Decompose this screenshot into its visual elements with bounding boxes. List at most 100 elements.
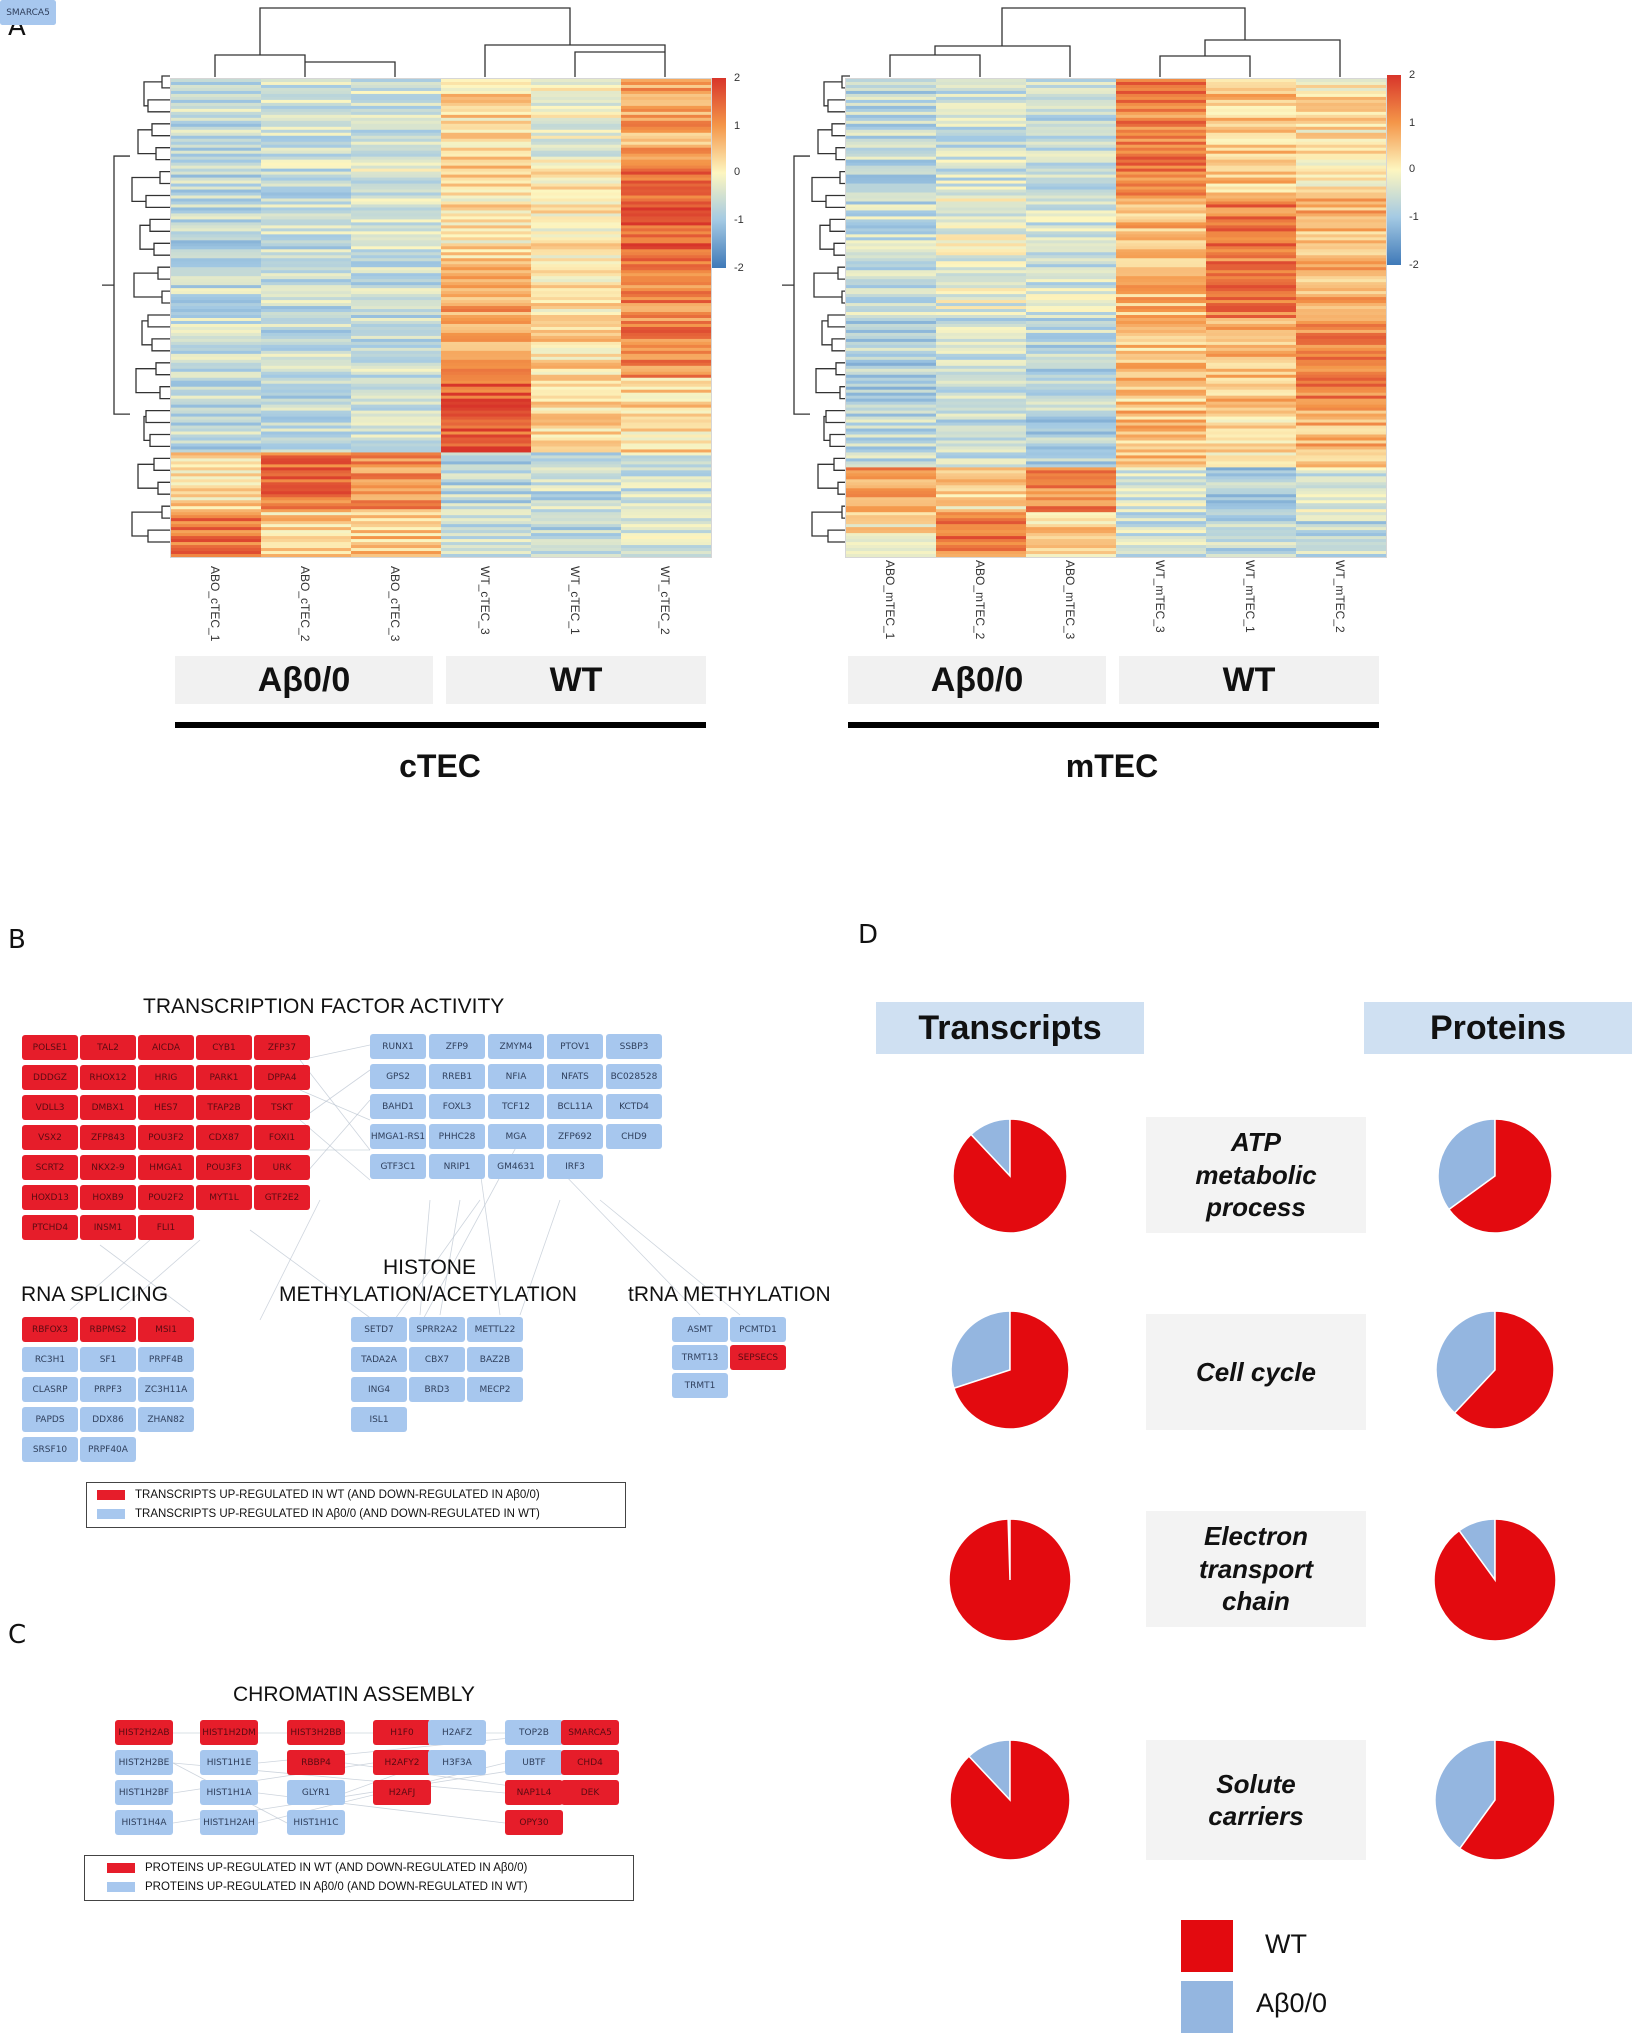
heatmap-cell	[1206, 554, 1297, 557]
network-edge	[299, 1059, 371, 1151]
heatmap-cell	[531, 488, 622, 492]
heatmap-cell	[1206, 404, 1297, 409]
heatmap-cell	[846, 303, 937, 307]
heatmap-cell	[1116, 527, 1207, 531]
heatmap-cell	[351, 105, 442, 110]
heatmap-cell	[1026, 425, 1117, 430]
heatmap-cell	[351, 261, 442, 265]
heatmap-cell	[1026, 288, 1117, 292]
heatmap-cell	[531, 306, 622, 310]
heatmap-cell	[936, 425, 1027, 430]
heatmap-cell	[531, 545, 622, 549]
heatmap-cell	[1206, 306, 1297, 310]
heatmap-cell	[1116, 210, 1207, 214]
heatmap-cell	[1206, 99, 1297, 104]
heatmap-cell	[621, 446, 711, 450]
heatmap-cell	[846, 201, 937, 205]
heatmap-cell	[351, 476, 442, 480]
heatmap-cell	[531, 180, 622, 185]
heatmap-cell	[171, 539, 262, 543]
heatmap-cell	[936, 491, 1027, 495]
heatmap-cell	[1116, 389, 1207, 394]
heatmap-cell	[846, 551, 937, 555]
heatmap-cell	[261, 326, 352, 331]
heatmap-cell	[1296, 279, 1386, 283]
heatmap-cell	[351, 189, 442, 194]
heatmap-cell	[1116, 482, 1207, 486]
heatmap-cell	[351, 306, 442, 310]
heatmap-cell	[1296, 359, 1386, 364]
heatmap-cell	[531, 515, 622, 519]
heatmap-cell	[846, 120, 937, 125]
heatmap-cell	[261, 344, 352, 349]
heatmap-cell	[1206, 120, 1297, 125]
heatmap-cell	[621, 335, 711, 340]
heatmap-cell	[621, 533, 711, 537]
heatmap-cell	[261, 413, 352, 418]
heatmap-cell	[441, 329, 532, 334]
heatmap-cell	[846, 294, 937, 298]
heatmap-cell	[1206, 288, 1297, 292]
heatmap-cell	[846, 467, 937, 471]
heatmap-cell	[1206, 255, 1297, 259]
heatmap-cell	[621, 117, 711, 122]
heatmap-cell	[846, 231, 937, 235]
heatmap-cell	[171, 198, 262, 202]
heatmap-cell	[846, 273, 937, 277]
heatmap-cell	[621, 356, 711, 361]
heatmap-cell	[531, 392, 622, 397]
ctec-col-label: WT_cTEC_2	[658, 566, 672, 635]
heatmap-cell	[351, 141, 442, 146]
heatmap-cell	[531, 410, 622, 415]
heatmap-cell	[351, 213, 442, 217]
heatmap-cell	[261, 383, 352, 388]
heatmap-cell	[936, 204, 1027, 208]
heatmap-cell	[351, 323, 442, 328]
heatmap-cell	[621, 410, 711, 415]
heatmap-cell	[1116, 428, 1207, 433]
gene-node: TAL2	[80, 1035, 136, 1060]
heatmap-cell	[351, 120, 442, 125]
heatmap-cell	[936, 258, 1027, 262]
heatmap-cell	[531, 473, 622, 477]
heatmap-cell	[621, 288, 711, 292]
heatmap-cell	[531, 150, 622, 155]
heatmap-cell	[1116, 276, 1207, 280]
heatmap-cell	[1296, 488, 1386, 492]
heatmap-cell	[1116, 81, 1207, 86]
heatmap-cell	[1116, 329, 1207, 334]
heatmap-cell	[936, 455, 1027, 459]
heatmap-cell	[171, 252, 262, 256]
heatmap-cell	[621, 162, 711, 167]
heatmap-cell	[1296, 285, 1386, 289]
network-edge	[439, 1199, 461, 1316]
heatmap-cell	[441, 512, 532, 516]
heatmap-cell	[1296, 344, 1386, 349]
heatmap-cell	[936, 482, 1027, 486]
heatmap-cell	[846, 548, 937, 552]
heatmap-cell	[1026, 476, 1117, 480]
heatmap-cell	[1296, 102, 1386, 107]
heatmap-cell	[531, 347, 622, 352]
heatmap-cell	[1116, 488, 1207, 492]
heatmap-cell	[1296, 195, 1386, 199]
heatmap-cell	[936, 303, 1027, 307]
heatmap-cell	[171, 315, 262, 319]
heatmap-cell	[351, 303, 442, 307]
heatmap-cell	[441, 111, 532, 116]
heatmap-cell	[936, 422, 1027, 427]
heatmap-cell	[936, 374, 1027, 379]
legend-down-label: TRANSCRIPTS UP-REGULATED IN Aβ0/0 (AND D…	[135, 1508, 540, 1520]
heatmap-cell	[531, 479, 622, 483]
heatmap-cell	[846, 237, 937, 241]
gene-node: MSI1	[138, 1317, 194, 1342]
heatmap-cell	[441, 335, 532, 340]
heatmap-cell	[1296, 267, 1386, 271]
heatmap-cell	[1206, 395, 1297, 400]
heatmap-cell	[1026, 237, 1117, 241]
heatmap-cell	[1026, 210, 1117, 214]
heatmap-cell	[261, 180, 352, 185]
heatmap-cell	[261, 108, 352, 113]
heatmap-cell	[351, 371, 442, 376]
pie-slice-wt	[949, 1739, 1071, 1861]
